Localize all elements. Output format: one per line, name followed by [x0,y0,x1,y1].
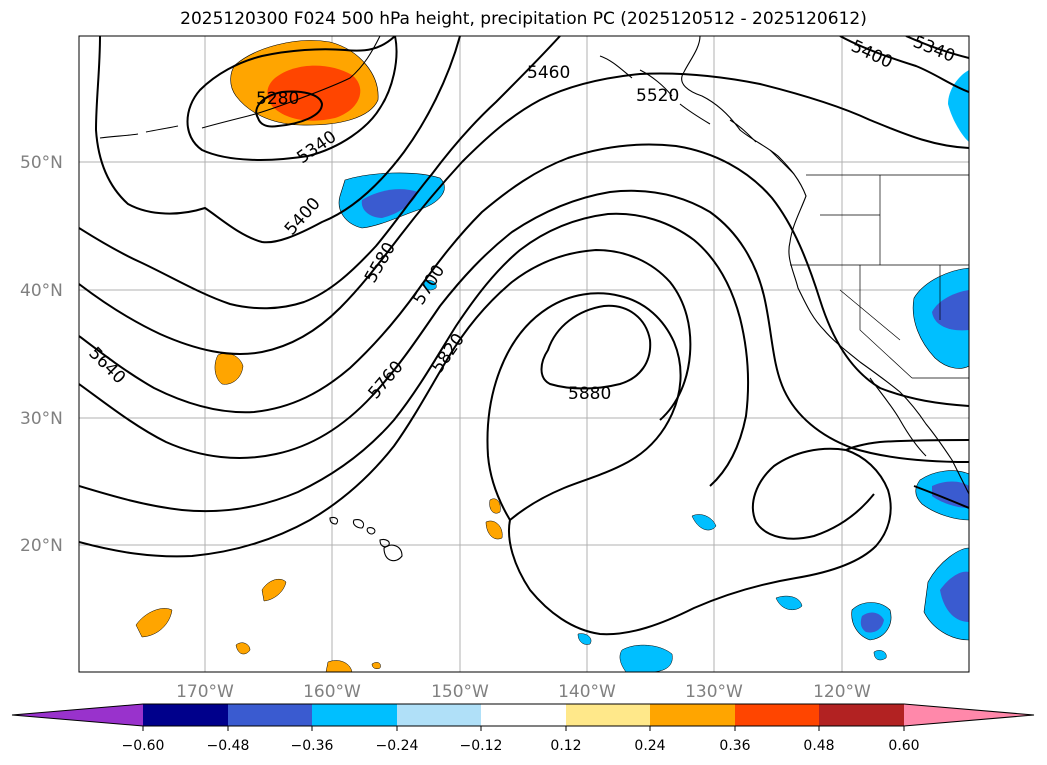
shade-california-blue [932,290,969,331]
colorbar-tick-label: 0.48 [803,738,834,754]
contour-5280 [255,90,324,128]
height-contours [79,36,969,636]
shade-cyan-blob [775,595,803,611]
lon-tick: 160°W [303,682,361,702]
shade-orange-blob [485,520,503,540]
contour-east-edge [913,485,969,509]
colorbar-bin [397,704,481,726]
contour-label: 5460 [527,63,570,83]
shade-ne-cyan [948,70,969,142]
contour-5400-ne [839,36,969,93]
colorbar-bin [819,704,904,726]
contour-5820-east [751,447,875,540]
colorbar-tick-label: −0.24 [376,738,419,754]
colorbar-tick-label: −0.48 [207,738,250,754]
shade-cyan-blob [423,280,437,291]
contour-5460 [79,36,561,310]
contour-5340-ne [905,36,969,59]
colorbar-bin [228,704,312,726]
colorbar-ticks [142,726,905,731]
shade-orange-blob [235,642,251,655]
colorbar-bin [735,704,819,726]
contour-label: 5880 [568,384,611,404]
colorbar: −0.60 −0.48 −0.36 −0.24 −0.12 0.12 0.24 … [11,703,1035,754]
colorbar-tick-label: 0.12 [550,738,581,754]
shade-orange-blob [261,579,287,602]
contour-east-edge [845,439,969,451]
lon-tick: 150°W [431,682,489,702]
lon-tick: 140°W [558,682,616,702]
lat-tick-labels: 50°N 40°N 30°N 20°N [20,153,63,556]
map-frame [78,35,970,673]
contour-5580 [79,143,969,414]
shade-pacific-blue [361,189,418,218]
contour-5700 [79,212,749,513]
contour-label: 5280 [256,89,299,109]
lat-tick: 30°N [20,409,63,429]
shade-orange-blob [214,352,244,385]
shade-cyan-blob [577,633,592,645]
shade-tropical-cyan [873,650,887,661]
shade-orange-blob [325,660,353,672]
colorbar-tick-label: 0.24 [634,738,665,754]
map-title: 2025120300 F024 500 hPa height, precipit… [180,9,867,29]
colorbar-bin [312,704,397,726]
shade-tropical-blue [940,571,969,622]
colorbar-tick-label: 0.36 [719,738,750,754]
colorbar-tick-label: −0.60 [122,738,165,754]
contour-5760 [79,248,692,558]
lon-tick-labels: 170°W 160°W 150°W 140°W 130°W 120°W [176,682,871,702]
contour-5340 [186,36,398,161]
contour-5820 [486,292,892,636]
colorbar-bin [566,704,650,726]
contour-label: 5520 [636,86,679,106]
precip-shading [135,40,969,672]
shade-orange-blob [371,662,381,670]
shade-mexico-blue [932,481,969,508]
lon-tick: 130°W [685,682,743,702]
colorbar-extend-low [12,704,143,726]
shade-orange-blob [489,498,501,514]
map-area [79,36,969,672]
shade-tropical-blue [860,612,884,633]
colorbar-extend-high [904,704,1034,726]
colorbar-bin [143,704,228,726]
contour-5400 [94,36,461,244]
borders [790,174,969,379]
lat-tick: 20°N [20,536,63,556]
lon-tick: 170°W [176,682,234,702]
shade-cyan-blob [691,514,717,531]
shade-cyan-blob [619,644,673,672]
shade-orange-blob [135,608,173,638]
colorbar-bin [650,704,735,726]
gridlines [79,36,969,672]
lat-tick: 40°N [20,281,63,301]
colorbar-bin [481,704,566,726]
contour-5880 [540,304,652,390]
contour-5640 [79,189,969,463]
colorbar-tick-label: −0.36 [291,738,334,754]
colorbar-tick-label: −0.12 [460,738,503,754]
lat-tick: 50°N [20,153,63,173]
colorbar-tick-label: 0.60 [888,738,919,754]
lon-tick: 120°W [813,682,871,702]
contour-5520 [79,72,969,355]
